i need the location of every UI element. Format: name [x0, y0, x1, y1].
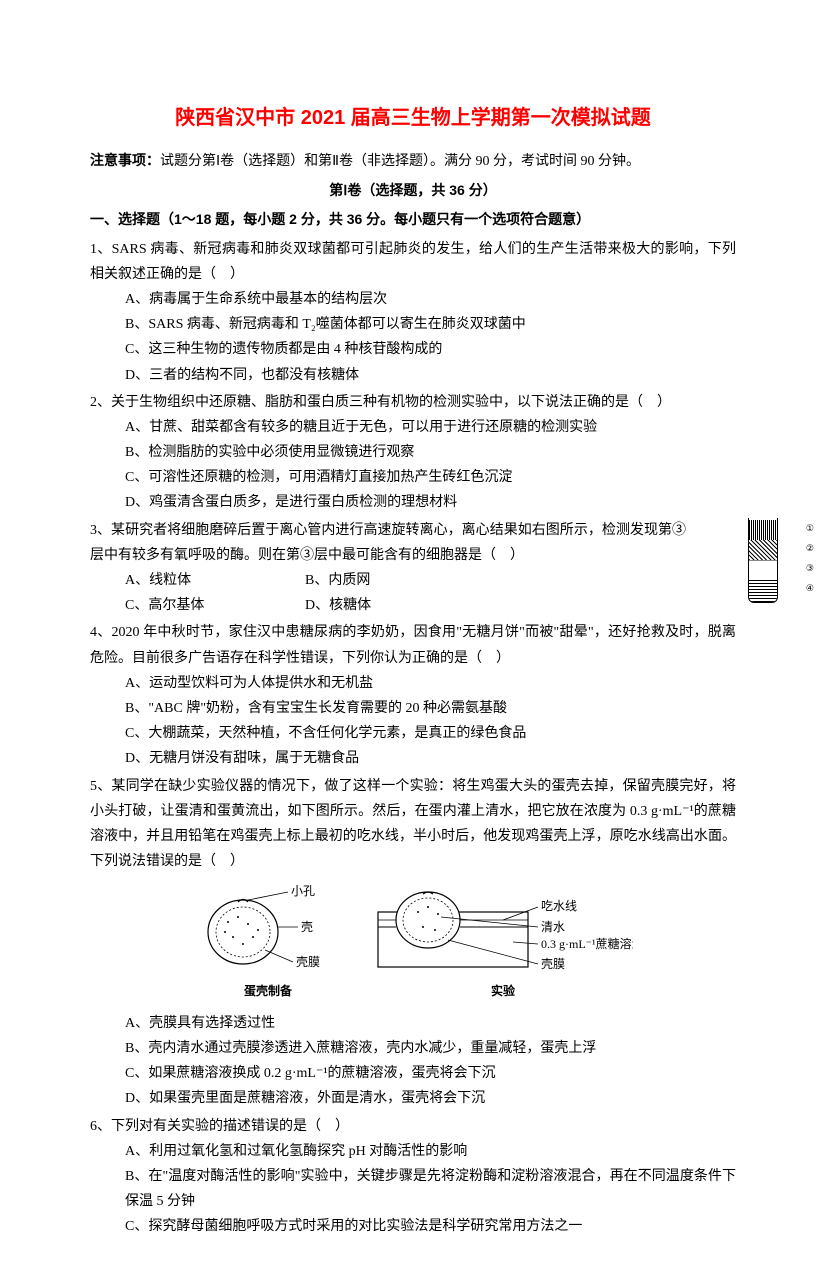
question-4-option-b: B、"ABC 牌"奶粉，含有宝宝生长发育需要的 20 种必需氨基酸: [90, 696, 736, 721]
tube-layer-2: [749, 540, 777, 560]
anno-shell: 壳: [301, 920, 313, 934]
question-2: 2、关于生物组织中还原糖、脂肪和蛋白质三种有机物的检测实验中，以下说法正确的是（…: [90, 390, 736, 516]
anno-water: 清水: [541, 920, 565, 934]
experiment-diagram: 吃水线 清水 0.3 g·mL⁻¹蔗糖溶液 壳膜 实验: [373, 882, 633, 1003]
question-3-options-row2: C、高尔基体 D、核糖体: [90, 593, 736, 618]
question-5: 5、某同学在缺少实验仪器的情况下，做了这样一个实验：将生鸡蛋大头的蛋壳去掉，保留…: [90, 774, 736, 1112]
question-3: 3、某研究者将细胞磨碎后置于离心管内进行高速旋转离心，离心结果如右图所示，检测发…: [90, 518, 736, 619]
question-5-option-b: B、壳内清水通过壳膜渗透进入蔗糖溶液，壳内水减少，重量减轻，蛋壳上浮: [90, 1036, 736, 1061]
experiment-svg: 吃水线 清水 0.3 g·mL⁻¹蔗糖溶液 壳膜: [373, 882, 633, 977]
tube-label-3: ③: [806, 558, 814, 578]
instructions: 注意事项：试题分第Ⅰ卷（选择题）和第Ⅱ卷（非选择题）。满分 90 分，考试时间 …: [90, 148, 736, 174]
question-5-figure: 小孔 壳 壳膜 蛋壳制备 吃水线: [90, 882, 736, 1003]
instructions-label: 注意事项：: [90, 152, 160, 168]
page-title: 陕西省汉中市 2021 届高三生物上学期第一次模拟试题: [90, 100, 736, 136]
tube-layer-labels: ① ② ③ ④: [806, 518, 814, 598]
question-1-option-c: C、这三种生物的遗传物质都是由 4 种核苷酸构成的: [90, 337, 736, 362]
question-6-text: 6、下列对有关实验的描述错误的是（ ）: [90, 1114, 736, 1139]
question-6-option-b: B、在"温度对酶活性的影响"实验中，关键步骤是先将淀粉酶和淀粉溶液混合，再在不同…: [90, 1164, 736, 1214]
section-header: 第Ⅰ卷（选择题，共 36 分）: [90, 178, 736, 203]
question-1-text: 1、SARS 病毒、新冠病毒和肺炎双球菌都可引起肺炎的发生，给人们的生产生活带来…: [90, 237, 736, 287]
question-6: 6、下列对有关实验的描述错误的是（ ） A、利用过氧化氢和过氧化氢酶探究 pH …: [90, 1114, 736, 1240]
tube-layer-1: [749, 520, 777, 540]
question-3-option-a: A、线粒体: [125, 568, 305, 593]
question-2-text: 2、关于生物组织中还原糖、脂肪和蛋白质三种有机物的检测实验中，以下说法正确的是（…: [90, 390, 736, 415]
question-6-option-a: A、利用过氧化氢和过氧化氢酶探究 pH 对酶活性的影响: [90, 1139, 736, 1164]
centrifuge-tube-diagram: ① ② ③ ④: [748, 518, 796, 608]
question-5-text: 5、某同学在缺少实验仪器的情况下，做了这样一个实验：将生鸡蛋大头的蛋壳去掉，保留…: [90, 774, 736, 875]
tube-label-2: ②: [806, 538, 814, 558]
question-2-option-d: D、鸡蛋清含蛋白质多，是进行蛋白质检测的理想材料: [90, 490, 736, 515]
question-3-option-c: C、高尔基体: [125, 593, 305, 618]
anno-membrane-2: 壳膜: [541, 957, 565, 971]
anno-membrane: 壳膜: [296, 955, 320, 969]
question-4-text: 4、2020 年中秋时节，家住汉中患糖尿病的李奶奶，因食用"无糖月饼"而被"甜晕…: [90, 620, 736, 670]
tube-icon: [748, 518, 778, 603]
question-4-option-d: D、无糖月饼没有甜味，属于无糖食品: [90, 746, 736, 771]
egg-prep-label: 蛋壳制备: [244, 981, 292, 1003]
question-3-options-row1: A、线粒体 B、内质网: [90, 568, 736, 593]
question-3-option-d: D、核糖体: [305, 593, 485, 618]
part-header: 一、选择题（1～18 题，每小题 2 分，共 36 分。每小题只有一个选项符合题…: [90, 207, 736, 232]
tube-label-4: ④: [806, 578, 814, 598]
question-5-option-c: C、如果蔗糖溶液换成 0.2 g·mL⁻¹的蔗糖溶液，蛋壳将会下沉: [90, 1061, 736, 1086]
question-2-option-a: A、甘蔗、甜菜都含有较多的糖且近于无色，可以用于进行还原糖的检测实验: [90, 415, 736, 440]
question-5-option-d: D、如果蛋壳里面是蔗糖溶液，外面是清水，蛋壳将会下沉: [90, 1086, 736, 1111]
question-4-option-a: A、运动型饮料可为人体提供水和无机盐: [90, 671, 736, 696]
instructions-text: 试题分第Ⅰ卷（选择题）和第Ⅱ卷（非选择题）。满分 90 分，考试时间 90 分钟…: [160, 154, 640, 169]
question-3-option-b: B、内质网: [305, 568, 485, 593]
anno-sucrose: 0.3 g·mL⁻¹蔗糖溶液: [541, 936, 633, 951]
question-2-option-b: B、检测脂肪的实验中必须使用显微镜进行观察: [90, 440, 736, 465]
anno-hole: 小孔: [291, 884, 315, 898]
question-4: 4、2020 年中秋时节，家住汉中患糖尿病的李奶奶，因食用"无糖月饼"而被"甜晕…: [90, 620, 736, 771]
question-1: 1、SARS 病毒、新冠病毒和肺炎双球菌都可引起肺炎的发生，给人们的生产生活带来…: [90, 237, 736, 388]
anno-waterline: 吃水线: [541, 899, 577, 913]
question-6-option-c: C、探究酵母菌细胞呼吸方式时采用的对比实验法是科学研究常用方法之一: [90, 1214, 736, 1239]
question-1-option-a: A、病毒属于生命系统中最基本的结构层次: [90, 287, 736, 312]
question-1-option-b: B、SARS 病毒、新冠病毒和 T₂噬菌体都可以寄生在肺炎双球菌中: [90, 312, 736, 337]
experiment-label: 实验: [491, 981, 515, 1003]
question-4-option-c: C、大棚蔬菜，天然种植，不含任何化学元素，是真正的绿色食品: [90, 721, 736, 746]
question-5-option-a: A、壳膜具有选择透过性: [90, 1011, 736, 1036]
question-3-text: 3、某研究者将细胞磨碎后置于离心管内进行高速旋转离心，离心结果如右图所示，检测发…: [90, 518, 736, 568]
egg-prep-svg: 小孔 壳 壳膜: [193, 882, 343, 977]
question-1-option-d: D、三者的结构不同，也都没有核糖体: [90, 363, 736, 388]
tube-layer-4: [749, 578, 777, 602]
tube-label-1: ①: [806, 518, 814, 538]
egg-preparation-diagram: 小孔 壳 壳膜 蛋壳制备: [193, 882, 343, 1003]
question-2-option-c: C、可溶性还原糖的检测，可用酒精灯直接加热产生砖红色沉淀: [90, 465, 736, 490]
tube-layer-3: [749, 560, 777, 578]
